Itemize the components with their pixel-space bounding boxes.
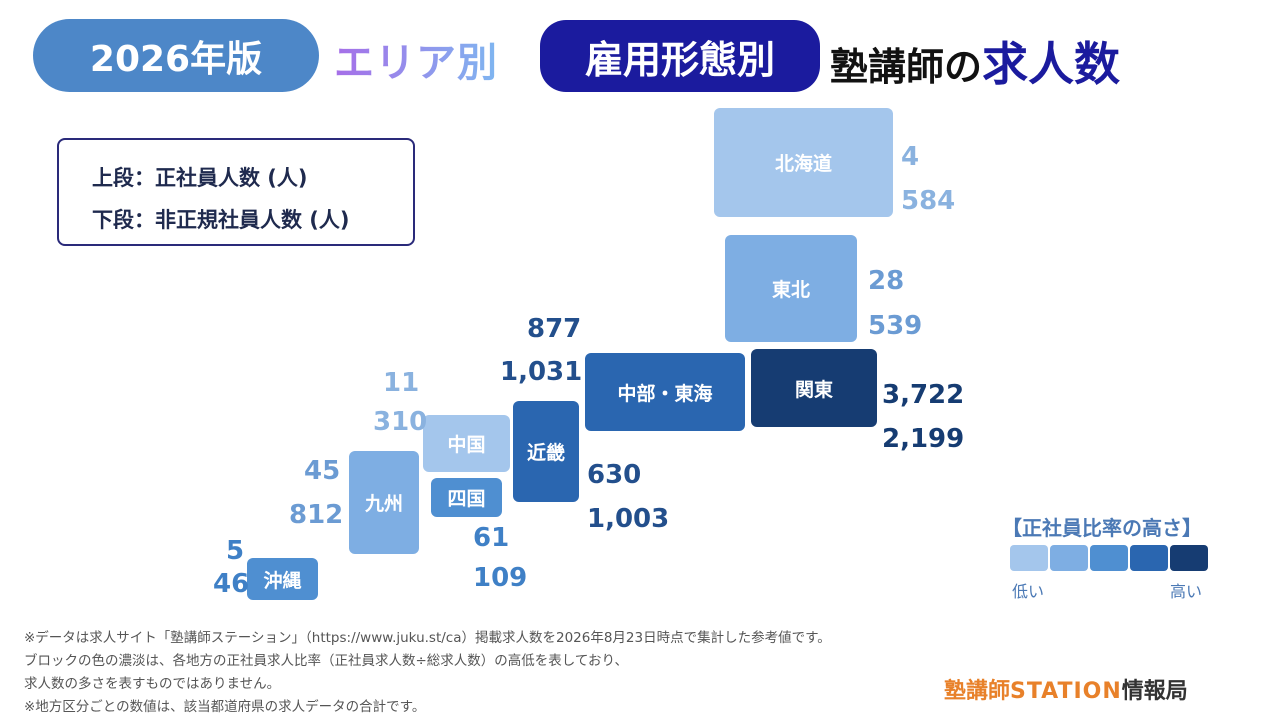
region-block: 東北 [725,235,857,342]
nonregular-count: 584 [901,186,956,216]
region-block: 近畿 [513,401,579,502]
fulltime-count: 630 [587,460,642,490]
nonregular-count: 310 [373,407,428,437]
scale-swatch-1 [1010,545,1048,571]
scale-title: 【正社員比率の高さ】 [1002,516,1202,540]
note-line-3: 求人数の多さを表すものではありません。 [24,676,281,692]
legend-box [57,138,415,246]
nonregular-count: 2,199 [882,424,965,454]
region-block: 中部・東海 [585,353,745,431]
fulltime-count: 28 [868,266,905,296]
nonregular-count: 1,003 [587,504,670,534]
note-line-1: ※データは求人サイト「塾講師ステーション」（https://www.juku.s… [24,630,831,646]
fulltime-count: 3,722 [882,380,965,410]
title-prefix: 塾講師の [830,45,983,89]
scale-swatch-5 [1170,545,1208,571]
region-block: 四国 [431,478,502,517]
fulltime-count: 61 [473,523,510,553]
scale-swatch-4 [1130,545,1168,571]
fulltime-count: 877 [527,314,582,344]
page-title: 塾講師の求人数 [830,28,1120,94]
nonregular-count: 46 [213,569,250,599]
scale-low-label: 低い [1012,582,1045,601]
title-accent: 求人数 [982,37,1121,91]
fulltime-count: 5 [226,536,245,566]
fulltime-count: 4 [901,142,920,172]
brand-part2: STATION [1010,679,1122,704]
nonregular-count: 1,031 [500,357,583,387]
nonregular-count: 539 [868,311,923,341]
employment-type-badge: 雇用形態別 [540,20,820,92]
legend-upper: 上段：正社員人数 (人) [92,166,308,190]
region-block: 北海道 [714,108,893,217]
scale-swatch-3 [1090,545,1128,571]
scale-high-label: 高い [1170,582,1203,601]
note-line-2: ブロックの色の濃淡は、各地方の正社員求人比率（正社員求人数÷総求人数）の高低を表… [24,653,628,669]
region-block: 沖縄 [247,558,318,600]
fulltime-count: 45 [304,456,341,486]
brand-part1: 塾講師 [944,679,1011,704]
area-label: エリア別 [334,30,498,88]
brand-part3: 情報局 [1121,679,1188,704]
region-block: 九州 [349,451,419,554]
brand-logo: 塾講師STATION情報局 [944,673,1188,705]
fulltime-count: 11 [383,368,420,398]
scale-swatch-2 [1050,545,1088,571]
nonregular-count: 812 [289,500,344,530]
note-line-4: ※地方区分ごとの数値は、該当都道府県の求人データの合計です。 [24,699,426,715]
year-badge: 2026年版 [33,19,319,92]
legend-lower: 下段：非正規社員人数 (人) [92,208,350,232]
nonregular-count: 109 [473,563,528,593]
region-block: 中国 [423,415,510,472]
region-block: 関東 [751,349,877,427]
